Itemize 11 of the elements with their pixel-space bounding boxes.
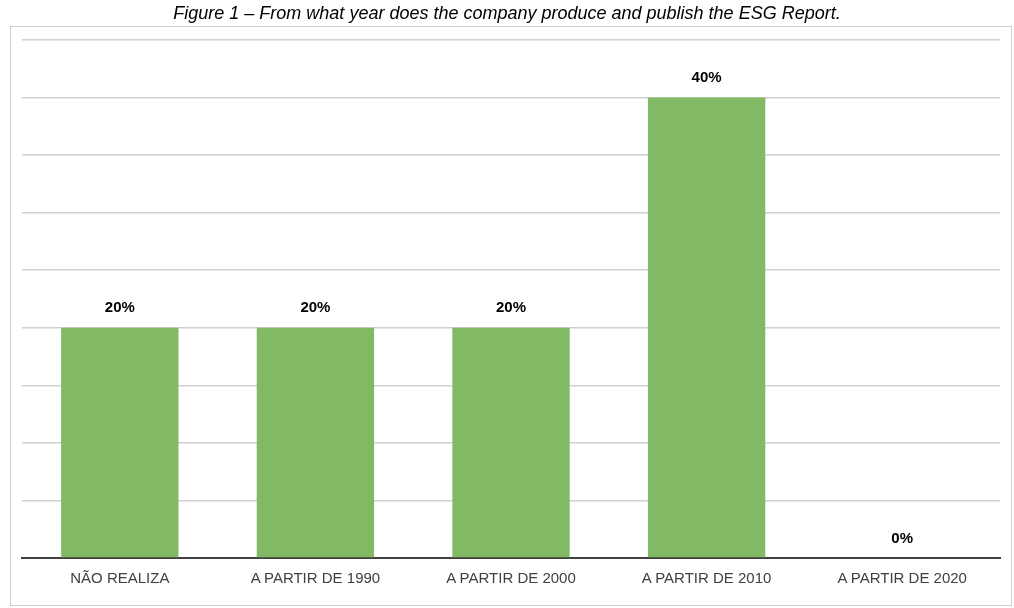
x-tick-label: A PARTIR DE 2020 xyxy=(837,569,967,587)
x-tick-label: A PARTIR DE 2010 xyxy=(641,569,772,587)
x-tick-label: NÃO REALIZA xyxy=(70,569,170,587)
data-label: 0% xyxy=(891,528,914,546)
x-tick-label: A PARTIR DE 1990 xyxy=(250,569,381,587)
chart-title: Figure 1 – From what year does the company produce and publish the ESG Report. xyxy=(172,2,842,24)
data-label: 40% xyxy=(691,68,722,86)
data-label: 20% xyxy=(104,298,135,316)
data-label: 20% xyxy=(495,298,527,316)
data-label: 20% xyxy=(300,298,331,316)
x-tick-label: A PARTIR DE 2000 xyxy=(446,569,576,587)
